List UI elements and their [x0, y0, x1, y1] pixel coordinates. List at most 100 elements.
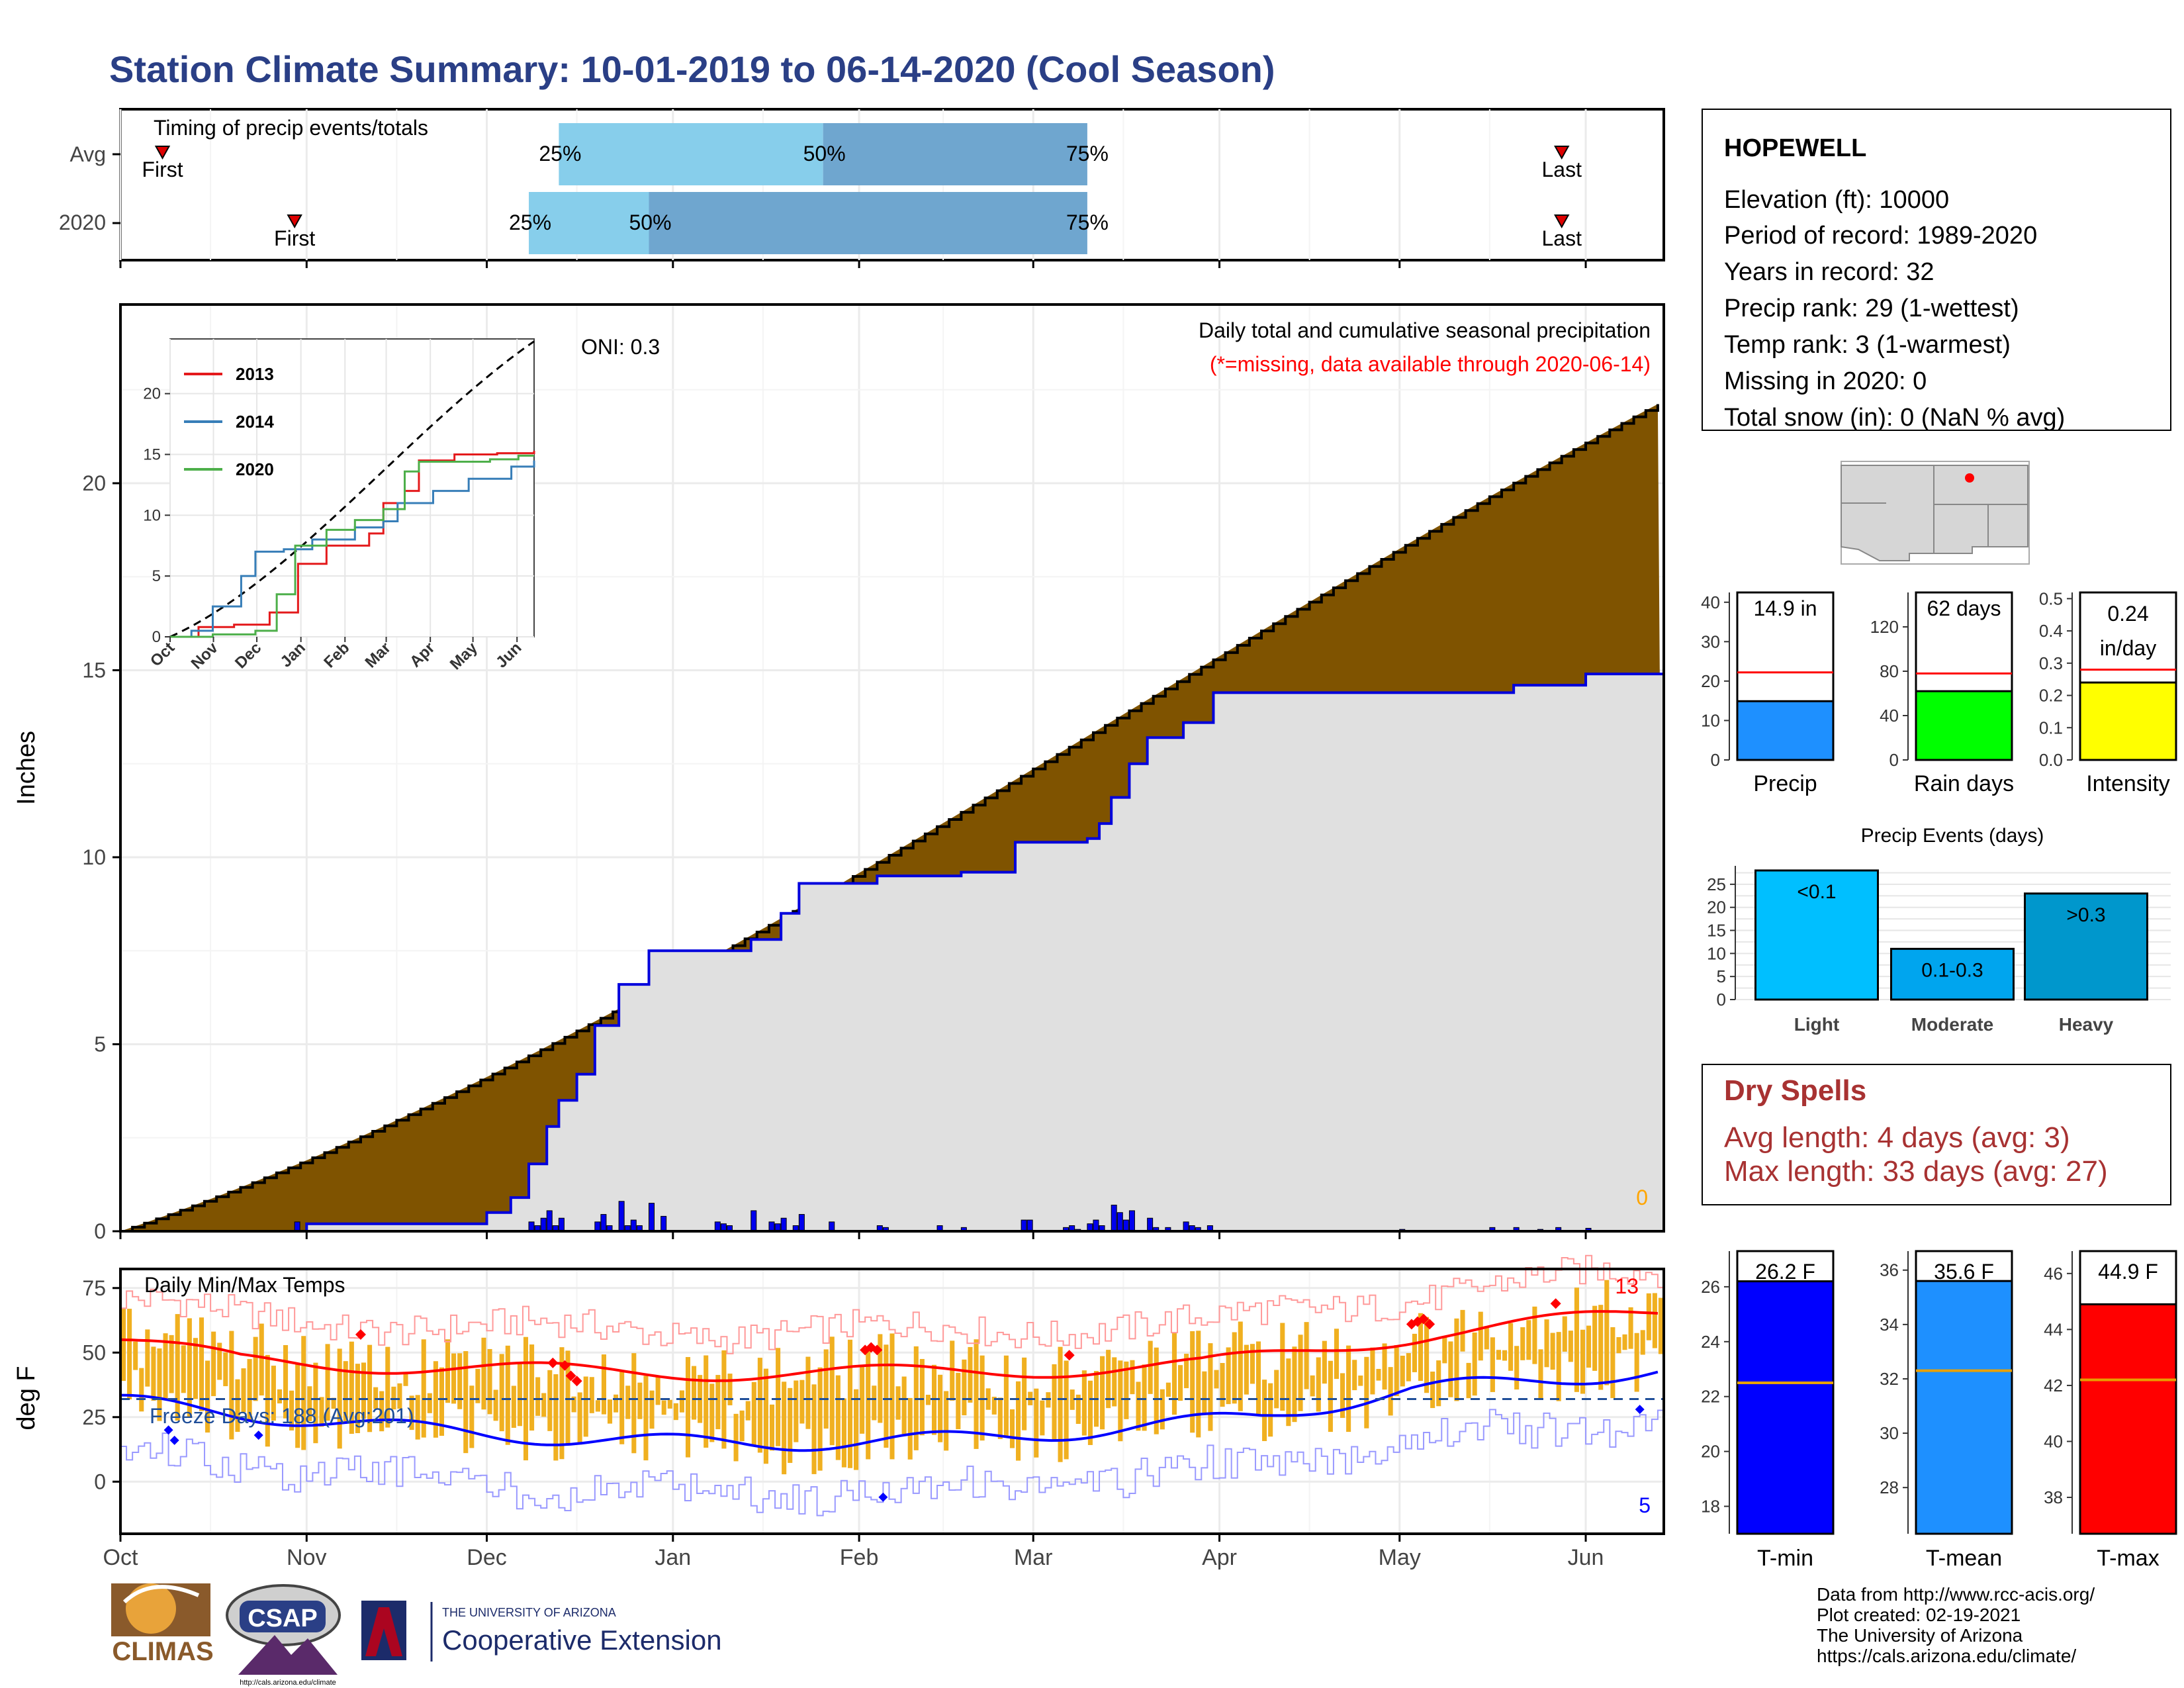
timing-q50-label: 50%: [803, 142, 846, 165]
temp-bar-value: [2079, 1303, 2177, 1535]
daily-temp-range-bar: [223, 1352, 228, 1387]
temp-bar-y-tick-label: 42: [2044, 1376, 2063, 1395]
daily-temp-range-bar: [1196, 1331, 1201, 1438]
daily-temp-range-bar: [991, 1397, 997, 1415]
inset-series-2020: [170, 454, 534, 638]
daily-temp-range-bar: [1394, 1345, 1399, 1397]
daily-temp-range-bar: [835, 1375, 841, 1460]
daily-temp-range-bar: [1052, 1364, 1057, 1441]
daily-temp-range-bar: [769, 1404, 775, 1451]
record-low-marker: [163, 1425, 173, 1435]
daily-temp-range-bar: [1069, 1389, 1075, 1410]
precip-events-bar-light: [1754, 869, 1879, 1001]
daily-precip-bar: [600, 1214, 607, 1232]
daily-precip-bar: [1128, 1210, 1135, 1232]
record-highs-count: 13: [1615, 1274, 1639, 1298]
daily-temp-range-bar: [505, 1345, 510, 1445]
daily-temp-range-bar: [847, 1339, 853, 1468]
daily-temp-range-bar: [1255, 1341, 1261, 1416]
daily-temp-range-bar: [139, 1368, 144, 1412]
timing-bar-q50-q75: [823, 123, 1087, 185]
temp-bar-y-tick-label: 32: [1880, 1369, 1899, 1389]
daily-temp-range-bar: [1292, 1346, 1297, 1423]
daily-temp-range-bar: [295, 1363, 300, 1448]
ua-logo-a-shape: [365, 1607, 402, 1656]
daily-temp-range-bar: [517, 1364, 522, 1427]
daily-precip-bar: [649, 1203, 655, 1232]
daily-temp-range-bar: [733, 1413, 739, 1462]
daily-precip-bar: [1122, 1219, 1129, 1232]
daily-temp-range-bar: [799, 1380, 805, 1424]
precip-events-category: Light: [1794, 1014, 1839, 1035]
daily-temp-range-bar: [1460, 1309, 1465, 1352]
temp-y-tick-label: 25: [82, 1405, 106, 1429]
timing-panel: 25% 50% 75% First Last 25% 50% 75% First Last Tim…: [59, 108, 1665, 268]
daily-temp-range-bar: [1382, 1343, 1387, 1390]
daily-temp-range-bar: [1400, 1355, 1405, 1387]
daily-temp-range-bar: [1016, 1381, 1021, 1461]
inset-average-line: [169, 340, 535, 638]
daily-temp-range-bar: [1087, 1380, 1093, 1445]
daily-temp-range-bar: [283, 1345, 289, 1419]
timing-row-label-avg: Avg: [69, 142, 106, 166]
temp-bar-value-label: 26.2 F: [1755, 1260, 1815, 1284]
daily-temp-range-bar: [739, 1410, 745, 1442]
daily-temp-range-bar: [547, 1370, 553, 1431]
daily-precip-bar: [594, 1221, 601, 1232]
daily-temp-range-bar: [692, 1366, 697, 1420]
daily-temp-range-bar: [1454, 1318, 1459, 1401]
inset-series-2013: [170, 450, 535, 638]
month-tick-label: Oct: [103, 1545, 138, 1570]
mini-bar-y-tick-label: 0.4: [2039, 621, 2063, 641]
daily-temp-range-bar: [1544, 1319, 1549, 1368]
inset-y-tick-label: 0: [152, 628, 161, 646]
daily-temp-range-bar: [241, 1368, 246, 1413]
daily-temp-range-bar: [1508, 1323, 1514, 1371]
daily-temp-range-bar: [979, 1355, 985, 1441]
daily-temp-range-bar: [319, 1397, 324, 1427]
daily-temp-range-bar: [157, 1348, 162, 1421]
daily-temp-range-bar: [1081, 1370, 1087, 1436]
temp-panel-title: Daily Min/Max Temps: [144, 1273, 345, 1297]
month-tick-label: Jan: [655, 1545, 691, 1570]
daily-temp-range-bar: [878, 1334, 883, 1423]
daily-temp-range-bar: [499, 1354, 504, 1432]
inset-y-tick-label: 10: [143, 506, 161, 524]
daily-temp-range-bar: [211, 1331, 216, 1397]
daily-temp-range-bar: [1412, 1333, 1417, 1372]
events-y-tick-label: 25: [1707, 874, 1726, 894]
daily-temp-range-bar: [565, 1350, 570, 1444]
station-name: HOPEWELL: [1724, 134, 1866, 162]
daily-temp-range-bar: [253, 1336, 258, 1401]
daily-temp-range-bar: [247, 1359, 252, 1420]
temp-bar-y-tick-label: 20: [1701, 1442, 1720, 1462]
temp-bar-y-tick-label: 22: [1701, 1387, 1720, 1407]
temperature-bar-charts: 18 20 22 24 26 26.2 F T-min 28 30 32 34 36 35.6 F T-m…: [1701, 1250, 2177, 1571]
climas-logo-text: CLIMAS: [112, 1637, 213, 1666]
mini-bar-value-unit: in/day: [2100, 636, 2156, 660]
mini-bar-label: Intensity: [2086, 771, 2170, 796]
record-high-marker: [1424, 1319, 1435, 1330]
daily-temp-range-bar: [1112, 1357, 1117, 1407]
daily-temp-range-bar: [1556, 1332, 1561, 1401]
daily-precip-bar: [558, 1217, 565, 1232]
daily-temp-range-bar: [751, 1382, 756, 1446]
daily-temp-range-bar: [919, 1358, 925, 1436]
last-event-marker: [1554, 146, 1570, 160]
daily-temp-range-bar: [709, 1383, 715, 1442]
inset-legend-label: 2014: [236, 412, 274, 432]
daily-temp-range-bar: [337, 1348, 342, 1449]
precip-panel-frame: [119, 303, 1665, 1233]
daily-temp-range-bar: [1154, 1347, 1159, 1434]
daily-temp-range-bar: [757, 1358, 762, 1453]
daily-temp-range-bar: [895, 1386, 901, 1420]
csap-logo-url: http://cals.arizona.edu/climate: [240, 1679, 336, 1687]
daily-temp-range-bar: [1406, 1353, 1411, 1382]
credits: Data from http://www.rcc-acis.org/ Plot …: [1817, 1584, 2095, 1666]
daily-temp-range-bar: [475, 1368, 480, 1403]
daily-temp-range-bar: [1274, 1370, 1279, 1409]
daily-temp-range-bar: [614, 1394, 619, 1413]
dry-spells-max-length: Max length: 33 days (avg: 27): [1724, 1155, 2108, 1188]
daily-temp-range-bar: [1442, 1336, 1447, 1364]
